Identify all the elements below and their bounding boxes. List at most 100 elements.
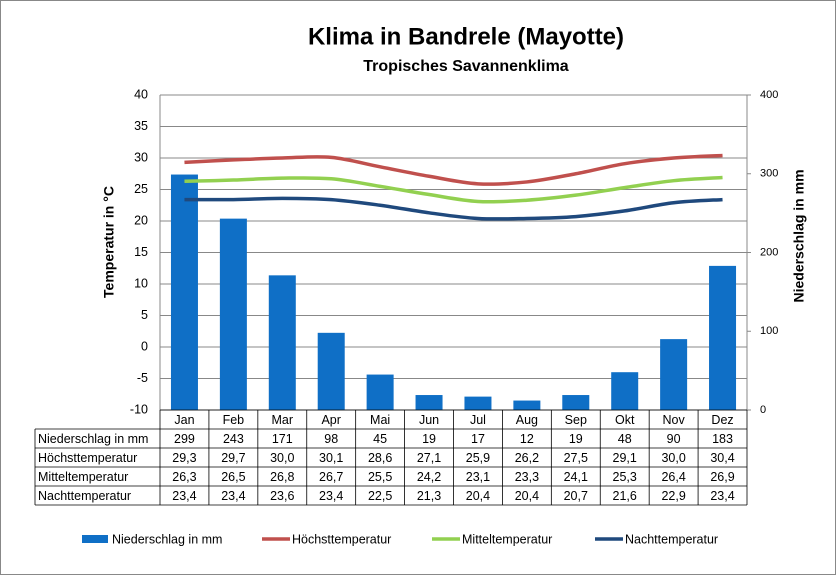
line (184, 196, 723, 221)
table-cell: 19 (422, 432, 436, 446)
table-cell: 20,4 (515, 489, 539, 503)
table-cell: 25,3 (613, 470, 637, 484)
table-cell: 243 (223, 432, 244, 446)
bar (366, 374, 394, 410)
bar (415, 395, 443, 410)
table-cell: 21,3 (417, 489, 441, 503)
y2-tick-label: 200 (760, 246, 778, 258)
table-cell: 21,6 (613, 489, 637, 503)
bar (464, 396, 492, 410)
legend-label: Niederschlag in mm (112, 532, 222, 546)
table-row-label: Nachttemperatur (38, 489, 131, 503)
table-cell: 20,7 (564, 489, 588, 503)
table-cell: 17 (471, 432, 485, 446)
table-row-label: Mitteltemperatur (38, 470, 128, 484)
x-tick-label: Nov (663, 413, 686, 427)
y-tick-label: 40 (134, 87, 148, 101)
chart-subtitle: Tropisches Savannenklima (363, 58, 569, 75)
y-tick-label: -10 (130, 402, 148, 416)
table-cell: 30,4 (710, 451, 734, 465)
y2-axis-title: Niederschlag in mm (791, 169, 807, 302)
x-tick-label: Mar (272, 413, 294, 427)
table-cell: 23,6 (270, 489, 294, 503)
table-cell: 26,8 (270, 470, 294, 484)
x-tick-label: Jun (419, 413, 439, 427)
table-cell: 26,7 (319, 470, 343, 484)
bar (562, 395, 590, 410)
y-tick-label: 10 (134, 276, 148, 290)
y2-tick-label: 100 (760, 325, 778, 337)
y-tick-label: 20 (134, 213, 148, 227)
y-tick-label: 30 (134, 150, 148, 164)
table-cell: 90 (667, 432, 681, 446)
table-cell: 22,9 (661, 489, 685, 503)
table-cell: 48 (618, 432, 632, 446)
table-cell: 26,2 (515, 451, 539, 465)
table-cell: 171 (272, 432, 293, 446)
table-cell: 30,0 (661, 451, 685, 465)
y-tick-label: -5 (137, 371, 148, 385)
table-cell: 29,3 (172, 451, 196, 465)
x-tick-label: Okt (615, 413, 635, 427)
x-tick-label: Dez (711, 413, 733, 427)
y-tick-label: 35 (134, 119, 148, 133)
y-tick-label: 15 (134, 245, 148, 259)
y-axis-title: Temperatur in °C (101, 186, 117, 298)
table-cell: 183 (712, 432, 733, 446)
table-cell: 23,4 (221, 489, 245, 503)
table-cell: 30,0 (270, 451, 294, 465)
table-cell: 299 (174, 432, 195, 446)
table-cell: 26,9 (710, 470, 734, 484)
table-cell: 26,3 (172, 470, 196, 484)
x-tick-label: Aug (516, 413, 538, 427)
table-row-label: Niederschlag in mm (38, 432, 148, 446)
bar (709, 265, 737, 410)
y-tick-label: 0 (141, 339, 148, 353)
x-tick-label: Sep (565, 413, 587, 427)
y2-tick-label: 300 (760, 168, 778, 180)
table-cell: 27,5 (564, 451, 588, 465)
bar (170, 174, 198, 410)
bar (611, 372, 639, 410)
x-tick-label: Feb (223, 413, 245, 427)
y2-tick-label: 0 (760, 404, 766, 416)
table-cell: 19 (569, 432, 583, 446)
bar (513, 400, 541, 410)
table-cell: 23,4 (319, 489, 343, 503)
table-cell: 24,2 (417, 470, 441, 484)
y2-tick-label: 400 (760, 89, 778, 101)
table-cell: 25,5 (368, 470, 392, 484)
table-cell: 26,4 (661, 470, 685, 484)
table-cell: 25,9 (466, 451, 490, 465)
legend-label: Nachttemperatur (625, 532, 718, 546)
bar (317, 332, 345, 410)
line (184, 153, 723, 186)
table-cell: 29,1 (613, 451, 637, 465)
table-cell: 24,1 (564, 470, 588, 484)
table-cell: 28,6 (368, 451, 392, 465)
table-row-label: Höchsttemperatur (38, 451, 137, 465)
y-tick-label: 25 (134, 182, 148, 196)
bar (219, 218, 247, 410)
table-cell: 30,1 (319, 451, 343, 465)
table-cell: 23,4 (710, 489, 734, 503)
legend-label: Mitteltemperatur (462, 532, 552, 546)
table-cell: 29,7 (221, 451, 245, 465)
table-cell: 23,3 (515, 470, 539, 484)
x-tick-label: Mai (370, 413, 390, 427)
bar (268, 275, 296, 410)
table-cell: 23,4 (172, 489, 196, 503)
legend-label: Höchsttemperatur (292, 532, 391, 546)
table-cell: 26,5 (221, 470, 245, 484)
table-cell: 22,5 (368, 489, 392, 503)
x-tick-label: Jul (470, 413, 486, 427)
x-tick-label: Apr (321, 413, 340, 427)
table-cell: 23,1 (466, 470, 490, 484)
table-cell: 45 (373, 432, 387, 446)
table-cell: 27,1 (417, 451, 441, 465)
chart-title: Klima in Bandrele (Mayotte) (308, 23, 624, 50)
table-cell: 12 (520, 432, 534, 446)
table-cell: 20,4 (466, 489, 490, 503)
